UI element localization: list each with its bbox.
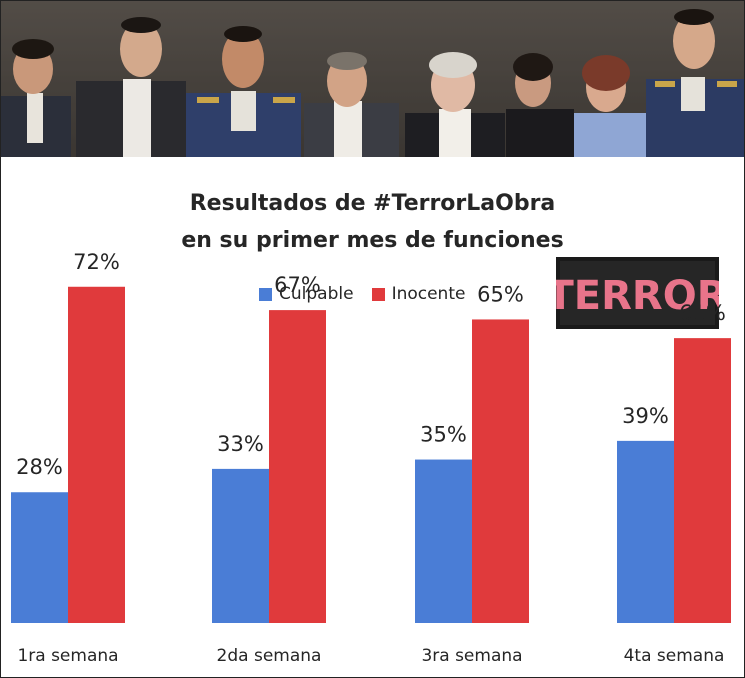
- bar-culpable-1: [11, 492, 68, 623]
- bar-culpable-4: [617, 440, 674, 623]
- data-label-culpable-2: 33%: [217, 432, 264, 456]
- data-label-inocente-2: 67%: [274, 273, 321, 297]
- cast-photo: [1, 1, 744, 157]
- data-label-inocente-4: 61%: [679, 301, 726, 325]
- bar-inocente-2: [269, 310, 326, 623]
- data-label-culpable-1: 28%: [16, 455, 63, 479]
- data-label-inocente-3: 65%: [477, 282, 524, 306]
- data-label-inocente-1: 72%: [73, 250, 120, 274]
- logo-text: TERROR: [556, 273, 719, 319]
- x-tick-label-4: 4ta semana: [624, 646, 725, 666]
- data-label-culpable-4: 39%: [622, 404, 669, 428]
- bar-inocente-1: [68, 286, 125, 623]
- bar-inocente-4: [674, 338, 731, 623]
- legend: Culpable Inocente: [259, 284, 483, 304]
- chart-title: Resultados de #TerrorLaObra: [189, 191, 556, 216]
- bar-culpable-3: [415, 459, 472, 623]
- bar-culpable-2: [212, 468, 269, 623]
- legend-label-culpable: Culpable: [279, 284, 354, 304]
- chart-subtitle: en su primer mes de funciones: [181, 228, 564, 253]
- data-label-culpable-3: 35%: [420, 423, 467, 447]
- legend-label-inocente: Inocente: [391, 284, 466, 304]
- legend-swatch-culpable: [259, 287, 272, 301]
- legend-item-culpable: Culpable: [259, 284, 354, 304]
- terror-logo: TERROR: [546, 257, 728, 329]
- x-tick-label-3: 3ra semana: [421, 646, 522, 666]
- x-tick-label-1: 1ra semana: [17, 646, 118, 666]
- legend-swatch-inocente: [371, 287, 385, 301]
- x-tick-label-2: 2da semana: [217, 646, 322, 666]
- legend-item-inocente: Inocente: [371, 284, 466, 304]
- bar-inocente-3: [472, 319, 529, 623]
